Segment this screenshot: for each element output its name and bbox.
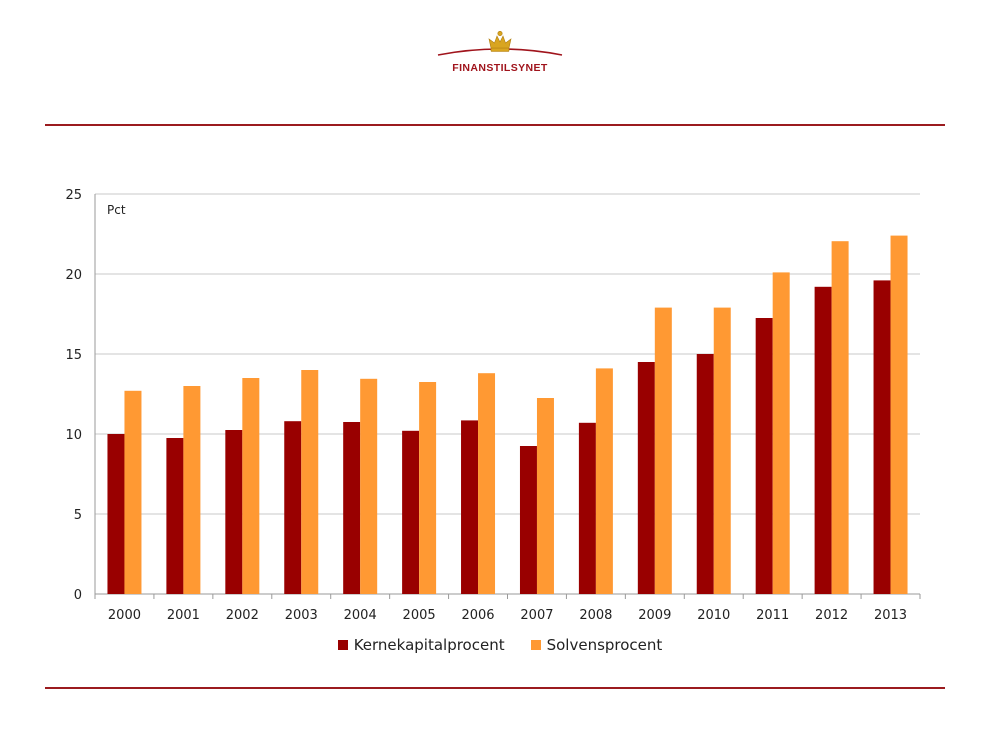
bar-solvensprocent-2009 — [654, 307, 672, 594]
footer-divider — [45, 687, 945, 689]
bar-solvensprocent-2007 — [536, 398, 554, 594]
y-tick-label: 10 — [65, 428, 82, 443]
x-tick-label: 2000 — [108, 608, 141, 623]
legend-label-solvensprocent: Solvensprocent — [546, 636, 663, 654]
bar-kernekapitalprocent-2004 — [343, 422, 361, 594]
y-tick-label: 5 — [74, 508, 82, 523]
bar-kernekapitalprocent-2007 — [519, 446, 537, 594]
y-tick-label: 25 — [65, 188, 82, 203]
brand-name: FINANSTILSYNET — [452, 62, 548, 74]
bar-kernekapitalprocent-2005 — [402, 430, 420, 594]
bar-kernekapitalprocent-2011 — [755, 318, 773, 594]
bar-solvensprocent-2008 — [595, 368, 613, 594]
legend-swatch-solvensprocent — [530, 640, 541, 650]
x-tick-label: 2013 — [874, 608, 907, 623]
bar-kernekapitalprocent-2001 — [166, 438, 184, 594]
bar-kernekapitalprocent-2010 — [696, 354, 714, 594]
bar-kernekapitalprocent-2008 — [578, 422, 596, 594]
bar-kernekapitalprocent-2002 — [225, 430, 243, 594]
x-tick-label: 2011 — [756, 608, 789, 623]
legend-item-solvensprocent: Solvensprocent — [530, 636, 663, 654]
x-tick-label: 2006 — [461, 608, 494, 623]
x-tick-label: 2002 — [226, 608, 259, 623]
header-divider — [45, 124, 945, 126]
bar-solvensprocent-2003 — [301, 370, 319, 594]
bar-solvensprocent-2011 — [772, 272, 790, 594]
bar-kernekapitalprocent-2013 — [873, 280, 891, 594]
x-tick-label: 2012 — [815, 608, 848, 623]
legend-label-kernekapitalprocent: Kernekapitalprocent — [353, 636, 505, 654]
legend-item-kernekapitalprocent: Kernekapitalprocent — [337, 636, 505, 654]
finanstilsynet-logo: FINANSTILSYNET — [430, 28, 570, 80]
bar-kernekapitalprocent-2012 — [814, 286, 832, 594]
bar-solvensprocent-2005 — [419, 382, 437, 594]
y-tick-label: 15 — [65, 348, 82, 363]
bar-solvensprocent-2012 — [831, 241, 849, 594]
crown-icon — [437, 30, 563, 56]
bar-solvensprocent-2002 — [242, 378, 260, 594]
bar-solvensprocent-2001 — [183, 386, 201, 594]
legend-swatch-kernekapitalprocent — [337, 640, 348, 650]
x-tick-label: 2005 — [403, 608, 436, 623]
x-tick-label: 2007 — [520, 608, 553, 623]
bar-solvensprocent-2000 — [124, 390, 142, 594]
y-unit-label: Pct — [107, 203, 126, 217]
x-tick-label: 2001 — [167, 608, 200, 623]
x-tick-label: 2009 — [638, 608, 671, 623]
bar-kernekapitalprocent-2000 — [107, 434, 125, 594]
bar-solvensprocent-2006 — [478, 373, 496, 594]
x-tick-label: 2008 — [579, 608, 612, 623]
bar-solvensprocent-2013 — [890, 235, 908, 594]
bar-kernekapitalprocent-2006 — [461, 420, 479, 594]
chart-legend: Kernekapitalprocent Solvensprocent — [0, 636, 1000, 654]
x-tick-label: 2004 — [344, 608, 377, 623]
x-tick-label: 2010 — [697, 608, 730, 623]
y-tick-label: 0 — [74, 588, 82, 603]
y-tick-label: 20 — [65, 268, 82, 283]
bar-kernekapitalprocent-2009 — [637, 362, 655, 594]
bar-solvensprocent-2010 — [713, 307, 731, 594]
bar-solvensprocent-2004 — [360, 378, 378, 594]
bar-kernekapitalprocent-2003 — [284, 421, 302, 594]
x-tick-label: 2003 — [285, 608, 318, 623]
